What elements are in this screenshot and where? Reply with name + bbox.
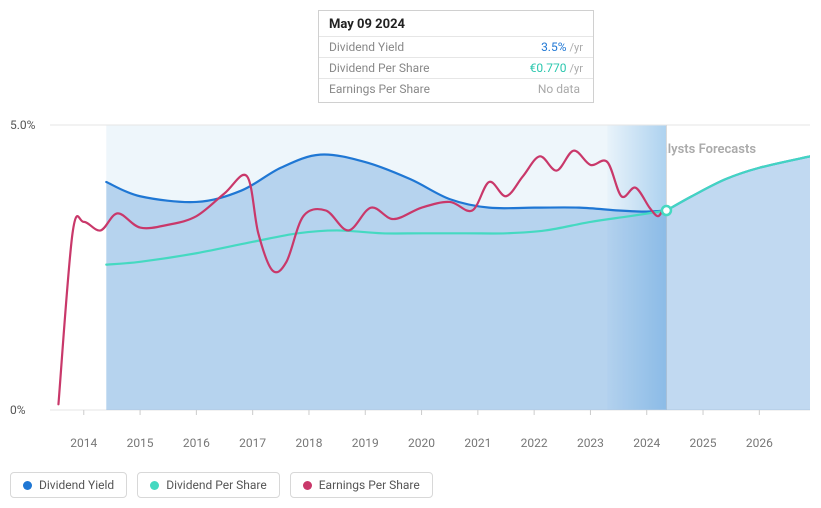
x-tick-label: 2020 [408, 436, 435, 450]
x-tick-label: 2018 [295, 436, 322, 450]
x-tick-label: 2019 [352, 436, 379, 450]
tooltip-row-unit: /yr [570, 62, 583, 75]
legend-item-eps[interactable]: Earnings Per Share [290, 472, 433, 498]
x-tick-label: 2014 [70, 436, 97, 450]
x-tick-label: 2021 [464, 436, 491, 450]
tooltip-date: May 09 2024 [319, 11, 593, 36]
tooltip-row-eps: Earnings Per Share No data [319, 78, 593, 102]
x-tick-label: 2023 [577, 436, 604, 450]
tooltip-row-value: 3.5% [541, 40, 566, 54]
x-tick-label: 2022 [521, 436, 548, 450]
x-tick-label: 2025 [690, 436, 717, 450]
legend-item-label: Dividend Yield [39, 478, 114, 492]
tooltip-row-value: €0.770 [530, 61, 567, 75]
tooltip-row-yield: Dividend Yield 3.5% /yr [319, 36, 593, 57]
tooltip-row-dps: Dividend Per Share €0.770 /yr [319, 57, 593, 78]
x-tick-label: 2015 [127, 436, 154, 450]
tooltip-row-label: Earnings Per Share [329, 82, 430, 96]
legend-dot-icon [150, 481, 159, 490]
y-tick-label: 5.0% [10, 118, 35, 132]
legend-dot-icon [23, 481, 32, 490]
tooltip-row-value: No data [538, 82, 580, 96]
legend-item-label: Earnings Per Share [319, 478, 420, 492]
tooltip-row-label: Dividend Per Share [329, 61, 430, 75]
legend-dot-icon [303, 481, 312, 490]
legend-item-yield[interactable]: Dividend Yield [10, 472, 127, 498]
legend-item-dps[interactable]: Dividend Per Share [137, 472, 280, 498]
legend-item-label: Dividend Per Share [166, 478, 267, 492]
tooltip-row-unit: /yr [570, 41, 583, 54]
y-tick-label: 0% [10, 403, 26, 417]
dividend-chart: May 09 2024 Dividend Yield 3.5% /yr Divi… [10, 10, 811, 498]
x-tick-label: 2026 [746, 436, 773, 450]
tooltip-row-label: Dividend Yield [329, 40, 404, 54]
chart-legend: Dividend Yield Dividend Per Share Earnin… [10, 472, 433, 498]
x-tick-label: 2024 [633, 436, 660, 450]
x-tick-label: 2017 [239, 436, 266, 450]
chart-tooltip: May 09 2024 Dividend Yield 3.5% /yr Divi… [318, 10, 594, 103]
x-tick-label: 2016 [183, 436, 210, 450]
